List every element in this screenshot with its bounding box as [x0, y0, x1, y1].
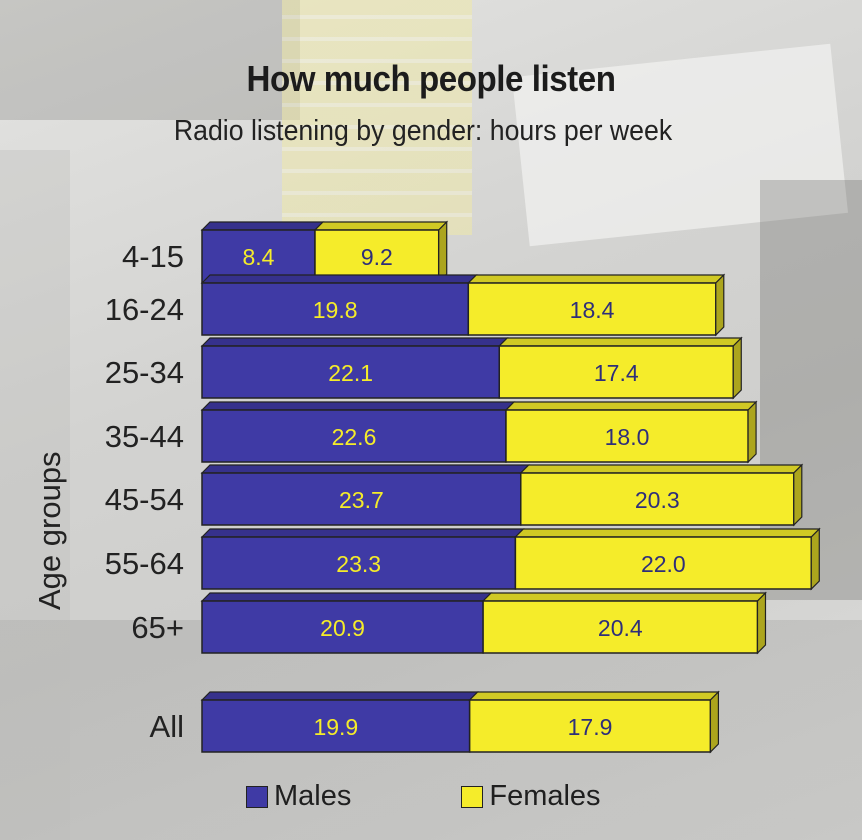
- bar-top-males-65plus: [200, 592, 493, 602]
- chart-subtitle: Radio listening by gender: hours per wee…: [173, 115, 673, 147]
- bar-top-males-55-64: [200, 528, 525, 538]
- category-label-all: All: [150, 709, 184, 744]
- background-photo-dark: [0, 0, 300, 120]
- bar-side-females-35-44: [747, 400, 757, 464]
- bar-top-males-4-15: [200, 221, 325, 231]
- value-label-males-4-15: 8.4: [242, 244, 274, 270]
- bar-side-females-25-34: [732, 336, 742, 400]
- category-label-4-15: 4-15: [122, 239, 184, 274]
- value-label-males-55-64: 23.3: [336, 551, 381, 577]
- legend-swatch-males: [246, 785, 268, 808]
- bar-females-all: [468, 699, 712, 753]
- bar-side-females-16-24: [715, 273, 725, 337]
- value-label-males-45-54: 23.7: [339, 487, 384, 513]
- category-label-35-44: 35-44: [105, 419, 184, 454]
- bar-males-55-64: [201, 536, 517, 590]
- category-label-16-24: 16-24: [105, 292, 184, 327]
- bar-top-females-25-34: [497, 337, 743, 347]
- value-label-females-45-54: 20.3: [635, 487, 680, 513]
- legend-label-females: Females: [489, 780, 601, 812]
- bar-males-25-34: [201, 345, 500, 399]
- bar-males-45-54: [201, 472, 522, 526]
- value-label-females-all: 17.9: [568, 714, 613, 740]
- value-label-males-all: 19.9: [313, 714, 358, 740]
- legend: Males Females: [246, 780, 711, 813]
- value-label-females-65plus: 20.4: [598, 615, 643, 641]
- bar-top-females-35-44: [504, 401, 758, 411]
- value-label-males-16-24: 19.8: [313, 297, 358, 323]
- value-label-females-4-15: 9.2: [361, 244, 393, 270]
- bar-females-35-44: [505, 409, 749, 463]
- chart-title: How much people listen: [246, 58, 616, 99]
- category-label-45-54: 45-54: [105, 482, 184, 517]
- value-label-males-35-44: 22.6: [332, 424, 377, 450]
- legend-swatch-females: [461, 785, 484, 808]
- bar-top-males-16-24: [200, 274, 478, 284]
- bar-males-65plus: [201, 600, 484, 654]
- bar-side-females-55-64: [810, 527, 820, 591]
- category-label-25-34: 25-34: [105, 355, 184, 390]
- bar-females-16-24: [467, 282, 717, 336]
- bar-females-65plus: [482, 600, 759, 654]
- bar-side-females-65plus: [756, 591, 767, 655]
- legend-item-females: Females: [461, 780, 601, 813]
- value-label-males-25-34: 22.1: [328, 360, 373, 386]
- bar-males-16-24: [201, 282, 470, 336]
- bar-side-females-4-15: [438, 220, 448, 284]
- bar-top-females-16-24: [466, 274, 726, 284]
- category-label-65plus: 65+: [131, 610, 184, 645]
- bar-top-males-25-34: [200, 337, 509, 347]
- bar-top-males-35-44: [200, 401, 516, 411]
- bar-top-females-4-15: [313, 221, 449, 231]
- bar-top-females-all: [468, 691, 720, 701]
- bar-females-25-34: [498, 345, 735, 399]
- value-label-males-65plus: 20.9: [320, 615, 365, 641]
- bar-side-females-45-54: [793, 463, 803, 527]
- value-label-females-25-34: 17.4: [594, 360, 639, 386]
- bar-top-females-65plus: [481, 592, 767, 602]
- value-label-females-16-24: 18.4: [570, 297, 615, 323]
- bar-females-45-54: [520, 472, 795, 526]
- value-label-females-35-44: 18.0: [605, 424, 650, 450]
- bar-top-males-all: [200, 691, 480, 701]
- value-label-females-55-64: 22.0: [641, 551, 686, 577]
- bar-females-55-64: [514, 536, 813, 590]
- category-label-55-64: 55-64: [105, 546, 184, 581]
- bar-males-all: [201, 699, 471, 753]
- legend-label-males: Males: [274, 780, 352, 812]
- legend-item-males: Males: [246, 780, 351, 813]
- bar-top-females-45-54: [519, 464, 804, 474]
- bar-top-females-55-64: [513, 528, 821, 538]
- bar-side-females-all: [709, 690, 720, 754]
- background-photo-left: [0, 150, 70, 840]
- bar-top-males-45-54: [200, 464, 531, 474]
- background-photo-tower: [282, 0, 472, 235]
